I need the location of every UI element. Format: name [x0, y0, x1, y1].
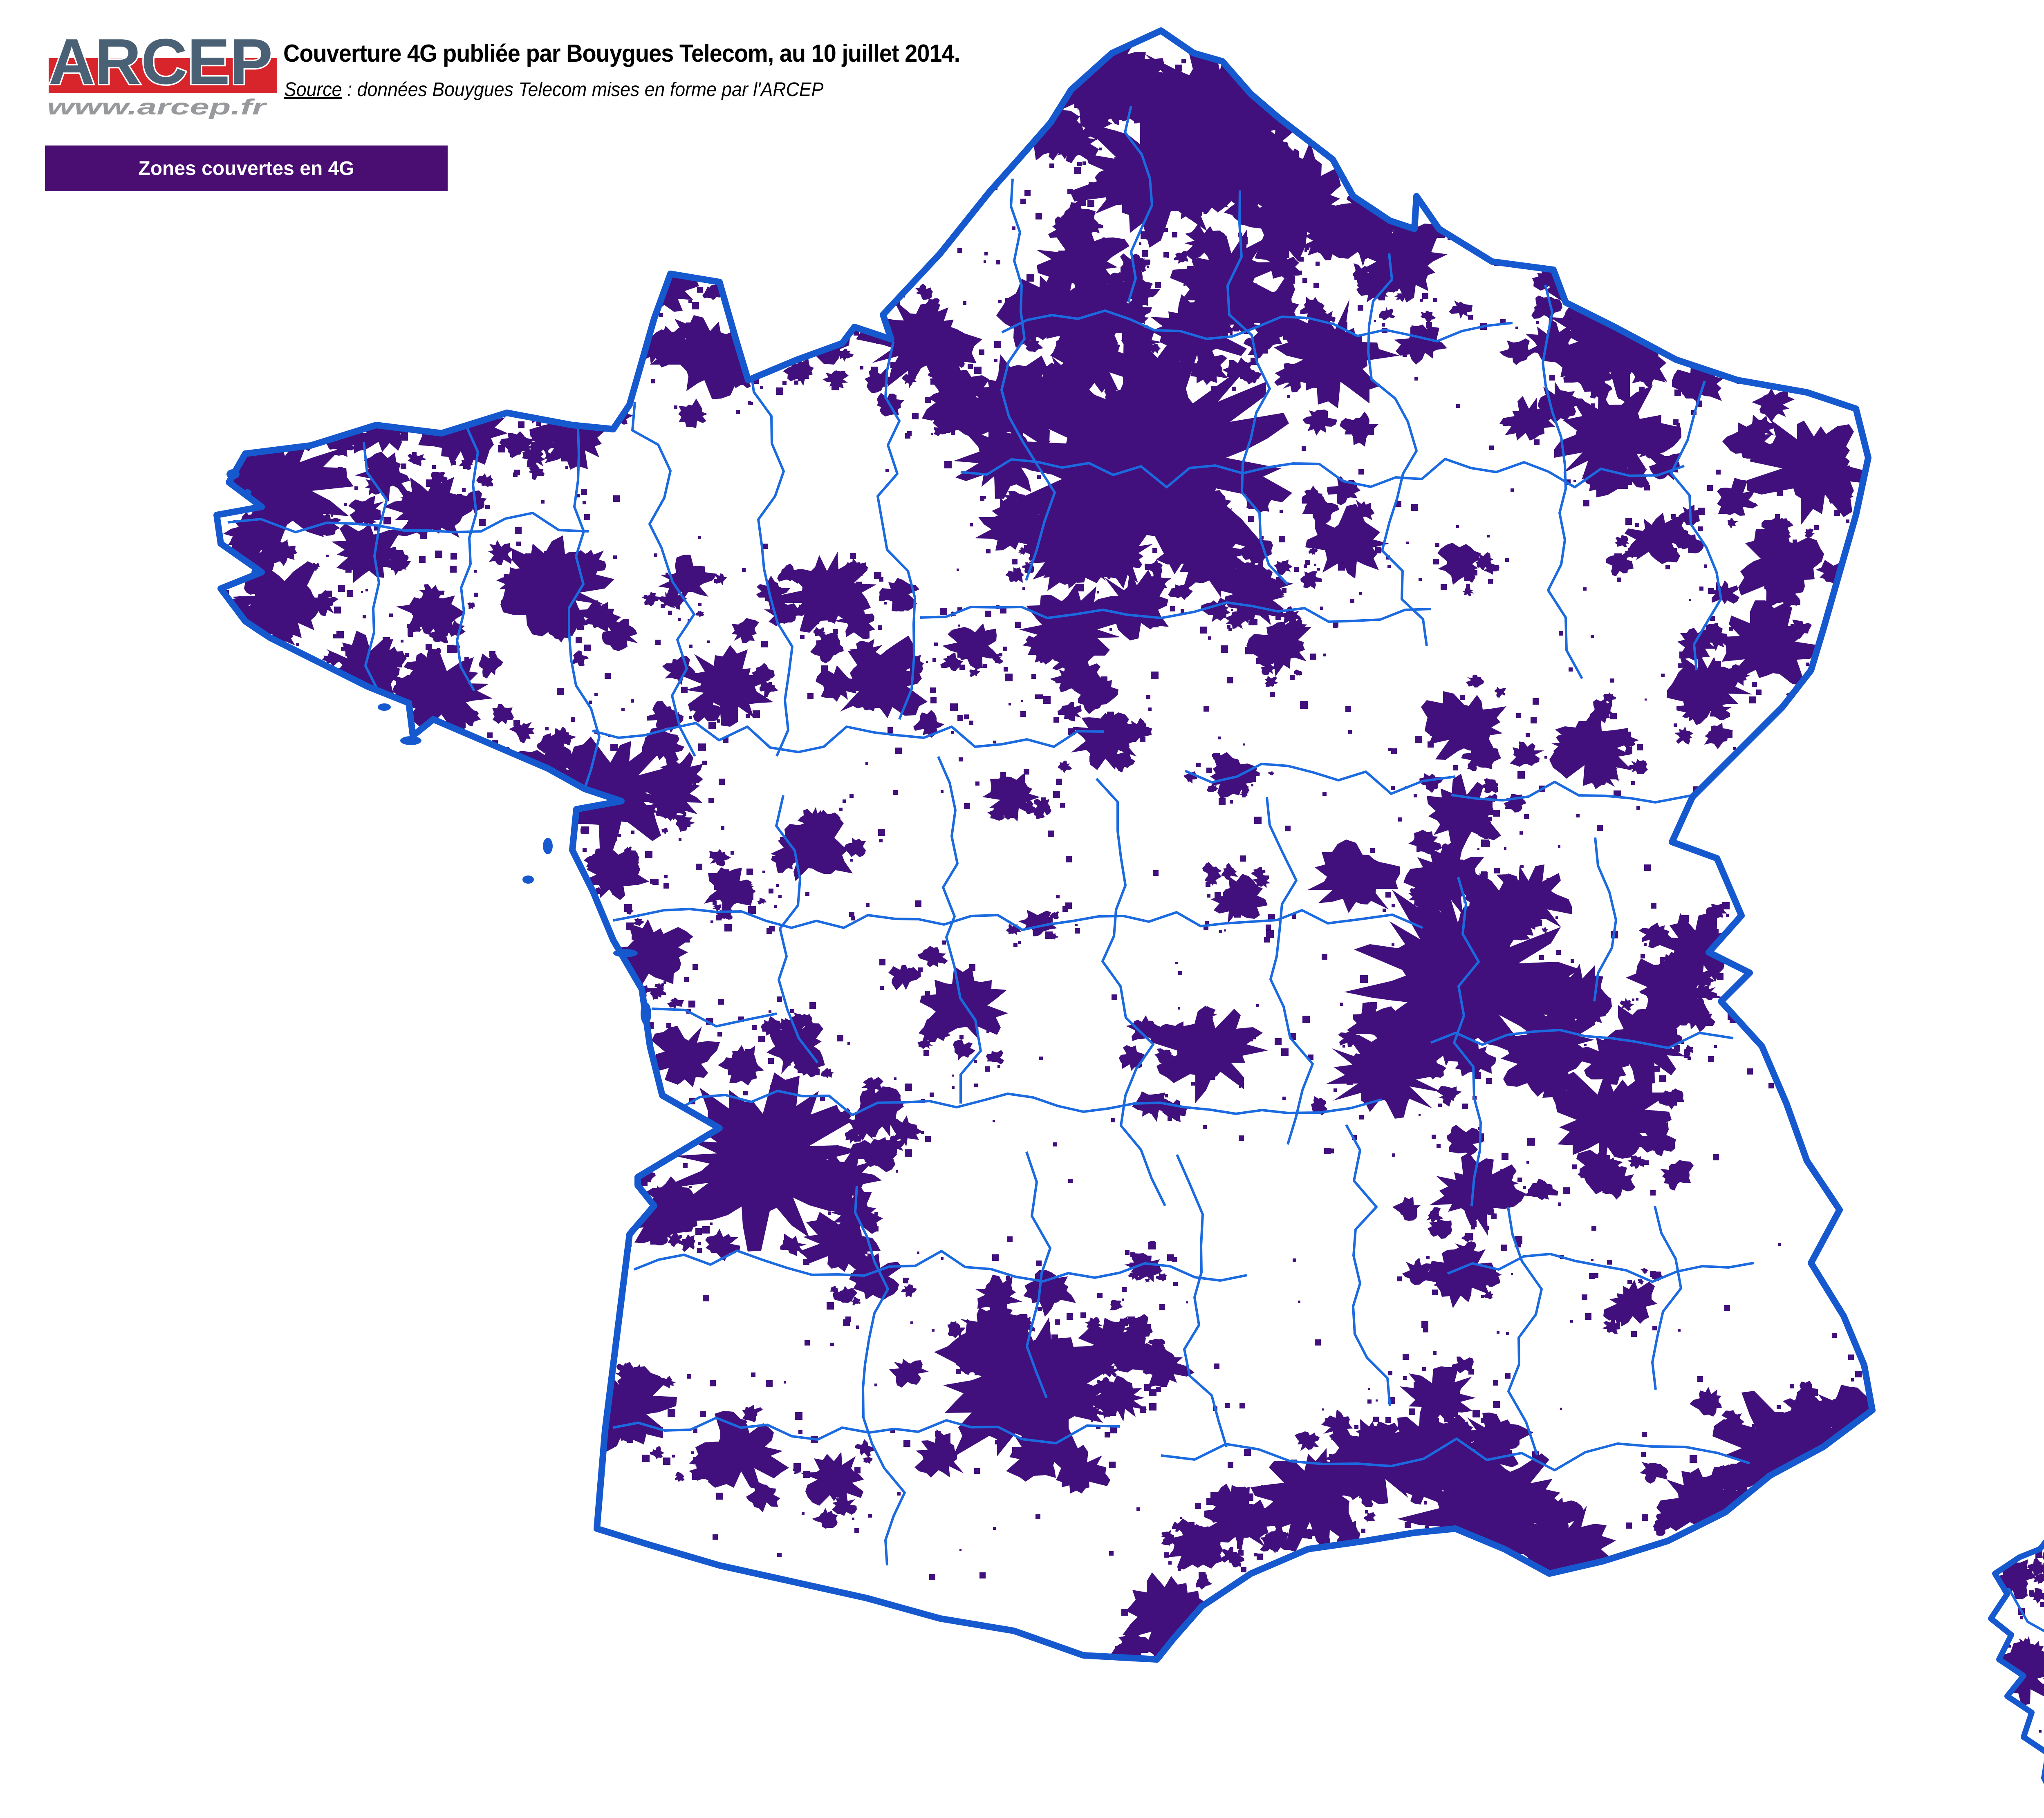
- department-boundary: [1507, 1207, 1543, 1455]
- department-boundary: [920, 601, 1431, 623]
- map-title: Couverture 4G publiée par Bouygues Telec…: [283, 40, 960, 67]
- logo-red-band: [49, 58, 277, 93]
- department-boundary: [1266, 797, 1314, 1145]
- department-boundary: [1184, 763, 1456, 795]
- island: [400, 736, 421, 745]
- island: [243, 489, 251, 496]
- department-boundary: [1447, 1253, 1754, 1283]
- department-boundary: [651, 1008, 777, 1028]
- department-boundary: [1651, 1206, 1682, 1390]
- department-boundary: [1095, 777, 1166, 1207]
- department-boundary: [363, 442, 388, 696]
- island: [543, 838, 553, 854]
- department-boundary: [456, 421, 479, 692]
- logo-url-text: www.arcep.fr: [47, 95, 268, 119]
- department-boundary: [1000, 178, 1056, 581]
- department-boundary: [613, 908, 1423, 931]
- island: [522, 875, 534, 884]
- department-boundary: [568, 428, 601, 802]
- department-boundary: [1176, 1154, 1228, 1447]
- arcep-logo: ARCEP www.arcep.fr: [47, 25, 277, 119]
- department-boundary: [1593, 837, 1617, 1002]
- island: [251, 569, 261, 576]
- island: [613, 949, 638, 957]
- corsica-outline: [1988, 1539, 2044, 1784]
- department-boundary: [1345, 1124, 1391, 1406]
- island: [378, 703, 391, 711]
- department-boundary: [592, 722, 1104, 753]
- map-source: Source : données Bouygues Telecom mises …: [284, 78, 823, 101]
- mainland-outline: [213, 27, 1876, 1663]
- coverage-layer: [217, 31, 2044, 1802]
- department-boundary: [1025, 1151, 1051, 1399]
- department-boundary: [1226, 190, 1289, 586]
- department-boundary: [1542, 284, 1583, 679]
- department-boundary: [960, 458, 1685, 488]
- department-boundary: [612, 1417, 1121, 1444]
- department-boundary: [775, 795, 819, 1063]
- department-boundary: [631, 402, 696, 757]
- island: [226, 469, 240, 479]
- department-boundary: [749, 365, 793, 757]
- coastal-islands: [226, 469, 651, 1025]
- department-boundary: [854, 1185, 906, 1566]
- department-boundary: [633, 1249, 1247, 1283]
- department-boundary: [1670, 381, 1722, 671]
- source-text: : données Bouygues Telecom mises en form…: [342, 79, 824, 101]
- source-label: Source: [284, 79, 342, 101]
- department-boundary: [1453, 877, 1482, 1206]
- department-boundary: [1367, 253, 1428, 646]
- department-boundary: [675, 1090, 1382, 1116]
- department-boundary: [937, 756, 982, 1104]
- department-boundary: [1161, 1437, 1750, 1471]
- department-boundary: [1430, 1029, 1734, 1049]
- department-boundary: [1124, 105, 1153, 303]
- legend-box: Zones couvertes en 4G: [45, 146, 448, 191]
- department-boundary: [1001, 309, 1513, 343]
- department-boundary: [227, 512, 589, 533]
- legend-label: Zones couvertes en 4G: [138, 157, 354, 179]
- island: [641, 1002, 651, 1025]
- department-boundary: [873, 319, 916, 720]
- logo-arcep-text: ARCEP: [49, 26, 273, 98]
